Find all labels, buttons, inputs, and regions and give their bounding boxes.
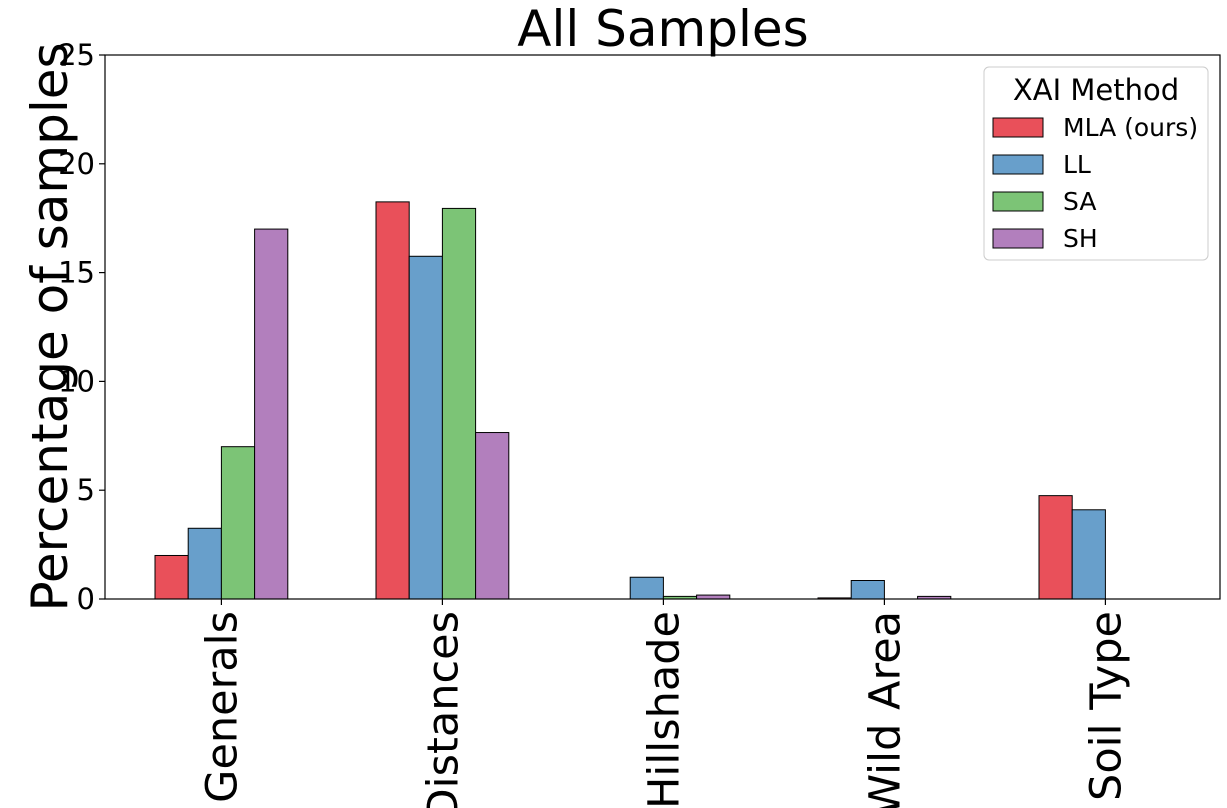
bar-sh-generals	[254, 228, 289, 600]
bar-ll-generals	[187, 527, 222, 600]
bar-sh-distances	[475, 432, 510, 600]
bar-mla-ours-distances	[375, 201, 410, 600]
bar-ll-wild-area	[850, 580, 885, 600]
bar-ll-soil-type	[1071, 509, 1106, 600]
x-axis-ticks: Generals Distances Hillshade Wild Area Soil …	[197, 599, 1131, 808]
y-axis-label: Percentage of samples	[21, 42, 79, 611]
y-tick-label: 0	[77, 582, 95, 616]
legend-swatch	[992, 191, 1044, 212]
bar-ll-distances	[408, 255, 443, 600]
bar-mla-ours-generals	[154, 554, 189, 600]
bar-ll-hillshade	[629, 576, 664, 600]
y-tick-label: 15	[58, 256, 95, 290]
bar-mla-ours-soil-type	[1038, 495, 1073, 600]
legend-label: LL	[1063, 150, 1091, 179]
y-tick-label: 20	[58, 147, 95, 181]
bars-group	[154, 201, 1106, 600]
legend-swatch	[992, 117, 1044, 138]
bar-sa-generals	[220, 446, 256, 600]
y-axis-ticks: 0 5 10 15 20 25	[58, 38, 105, 616]
legend-box	[983, 66, 1209, 261]
x-tick-label: Generals	[197, 611, 247, 803]
legend-swatch	[992, 228, 1044, 249]
legend-items: MLA (ours) LL SA SH	[992, 113, 1198, 253]
x-tick-label: Soil Type	[1081, 611, 1131, 801]
legend: XAI Method MLA (ours) LL SA SH	[983, 66, 1209, 261]
y-tick-label: 5	[77, 473, 95, 507]
x-tick-label: Distances	[418, 611, 468, 808]
chart-title: All Samples	[517, 0, 808, 58]
x-tick-label: Wild Area	[860, 611, 910, 808]
plot-frame	[104, 54, 1221, 600]
x-tick-label: Hillshade	[639, 611, 689, 808]
legend-title: XAI Method	[1013, 73, 1179, 107]
bar-sa-distances	[441, 207, 477, 600]
legend-swatch	[992, 154, 1044, 175]
legend-label: SH	[1063, 224, 1098, 253]
legend-label: MLA (ours)	[1063, 113, 1198, 142]
legend-label: SA	[1063, 187, 1096, 216]
y-tick-label: 10	[58, 364, 95, 398]
y-tick-label: 25	[58, 38, 95, 72]
